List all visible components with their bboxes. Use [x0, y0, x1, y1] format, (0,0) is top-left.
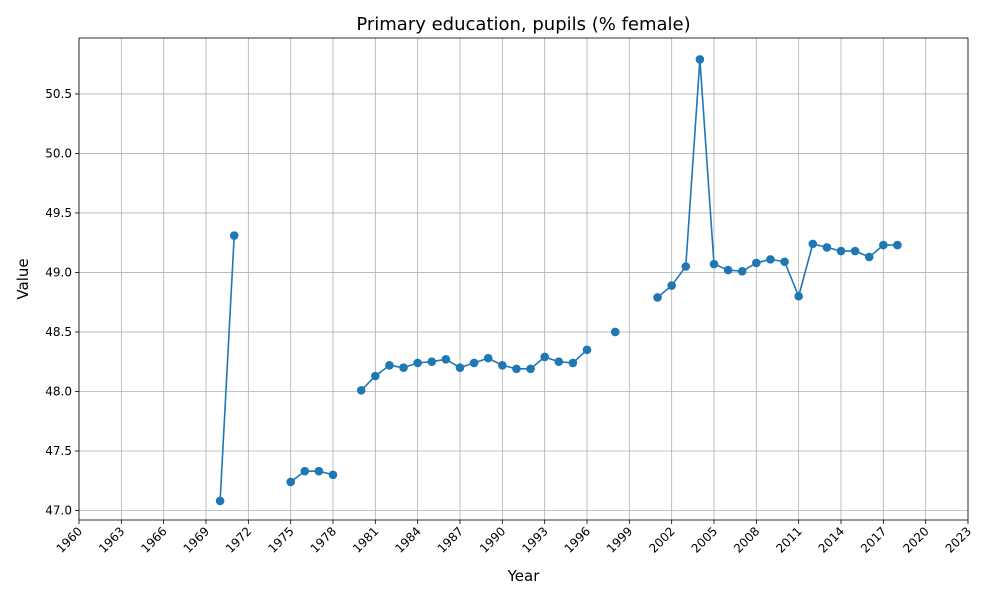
data-point	[455, 363, 465, 372]
data-point	[709, 259, 719, 269]
grid-lines	[78, 38, 969, 520]
data-point	[879, 240, 888, 250]
data-point	[582, 345, 592, 355]
data-point	[864, 252, 874, 262]
data-point	[794, 291, 803, 301]
data-point	[737, 266, 747, 276]
data-point	[399, 363, 408, 372]
data-point	[554, 357, 564, 367]
data-point	[653, 293, 662, 302]
data-point	[427, 357, 437, 367]
chart-title: Primary education, pupils (% female)	[356, 14, 690, 35]
data-point	[808, 239, 818, 249]
data-point	[385, 360, 394, 370]
data-point	[469, 358, 479, 368]
x-axis-label: Year	[507, 567, 541, 585]
data-point	[328, 470, 338, 480]
y-tick-label: 48.0	[45, 384, 72, 398]
data-point	[286, 477, 295, 487]
data-point	[371, 371, 380, 381]
data-point	[667, 281, 676, 290]
data-point	[568, 358, 578, 368]
data-point	[300, 466, 310, 476]
data-point	[483, 353, 493, 363]
data-point	[512, 364, 521, 374]
data-point	[441, 355, 451, 364]
data-point	[610, 327, 620, 337]
data-point	[540, 352, 549, 362]
data-point	[893, 240, 902, 250]
data-point	[498, 360, 507, 370]
data-point	[766, 255, 775, 264]
data-point	[229, 231, 239, 240]
data-point	[780, 257, 789, 267]
y-tick-label: 49.0	[45, 265, 72, 279]
y-tick-label: 48.5	[45, 325, 72, 339]
data-point	[356, 385, 366, 395]
data-point	[215, 496, 225, 506]
series-line-segment	[783, 260, 800, 298]
data-point	[681, 262, 691, 271]
data-point	[752, 258, 761, 268]
series-line-segment	[684, 58, 701, 268]
data-point	[695, 55, 705, 64]
y-tick-label: 49.5	[45, 206, 72, 220]
y-tick-label: 50.5	[45, 87, 72, 101]
y-tick-label: 47.5	[45, 444, 72, 458]
data-point	[850, 246, 860, 256]
y-axis-label: Value	[14, 258, 32, 299]
series-line-segment	[699, 58, 715, 265]
data-point	[314, 466, 324, 476]
y-tick-label: 47.0	[45, 503, 72, 517]
data-point	[413, 358, 422, 368]
y-tick-label: 50.0	[45, 146, 72, 160]
y-axis-ticks: 47.0 47.5 48.0 48.5 49.0 49.5 50.0 50.5	[45, 87, 79, 517]
data-point	[526, 364, 535, 374]
series-line-segment	[797, 243, 814, 298]
data-point	[836, 246, 846, 256]
data-point	[822, 243, 832, 252]
data-points	[215, 55, 902, 506]
series-line-segment	[219, 234, 236, 502]
plot-frame	[78, 37, 969, 521]
data-point	[723, 265, 733, 275]
